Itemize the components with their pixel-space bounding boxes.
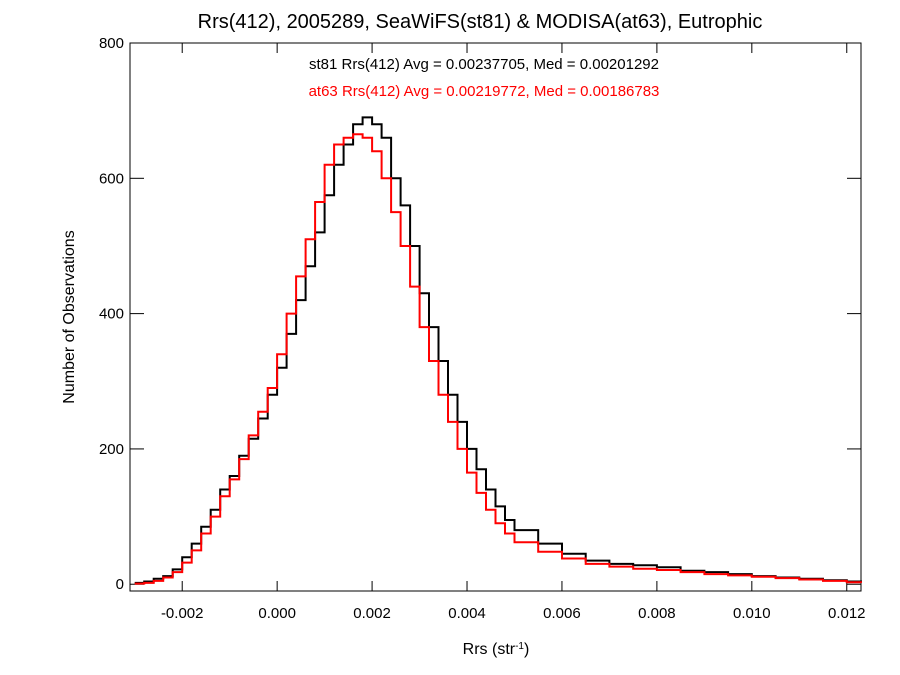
x-tick-label: 0.012: [828, 605, 866, 622]
x-tick-label: 0.002: [353, 605, 391, 622]
series-layer: [134, 116, 862, 585]
x-tick-label: 0.008: [638, 605, 676, 622]
y-tick-label: 400: [99, 306, 124, 323]
x-tick-label: 0.006: [543, 605, 581, 622]
chart-title: Rrs(412), 2005289, SeaWiFS(st81) & MODIS…: [198, 11, 763, 33]
series-line-at63: [134, 133, 862, 585]
x-tick-label: 0.000: [258, 605, 296, 622]
plot-frame: [129, 42, 862, 592]
x-axis-label: Rrs (str-1): [463, 641, 530, 659]
x-axis-label-superscript: -1: [515, 641, 524, 652]
y-tick-label: 600: [99, 170, 124, 187]
x-tick-label: -0.002: [161, 605, 204, 622]
x-axis-label-main: Rrs (str: [463, 641, 516, 658]
x-tick-label: 0.010: [733, 605, 771, 622]
y-axis-label: Number of Observations: [61, 230, 78, 403]
series-annotation-st81: st81 Rrs(412) Avg = 0.00237705, Med = 0.…: [309, 56, 659, 73]
y-tick-label: 200: [99, 441, 124, 458]
y-tick-label: 0: [116, 576, 124, 593]
series-annotation-at63: at63 Rrs(412) Avg = 0.00219772, Med = 0.…: [309, 83, 660, 100]
x-axis: -0.002 0.000 0.002 0.004 0.006 0.008 0.010 0.01…: [161, 43, 866, 622]
series-line-st81: [134, 116, 862, 584]
x-tick-label: 0.004: [448, 605, 486, 622]
x-axis-label-suffix: ): [524, 641, 529, 658]
y-tick-label: 800: [99, 35, 124, 52]
y-axis: 0 200 400 600 800: [99, 35, 861, 593]
